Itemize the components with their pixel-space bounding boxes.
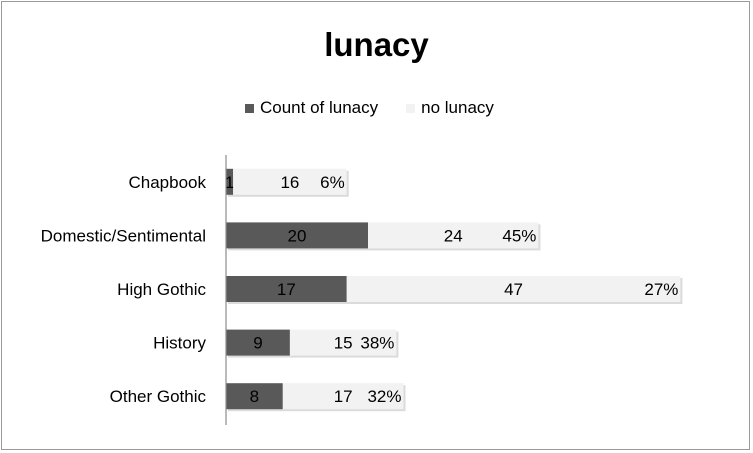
- category-label-high-gothic: High Gothic: [117, 280, 206, 299]
- legend-item-no-lunacy: no lunacy: [406, 98, 494, 118]
- percent-label-history: 38%: [360, 334, 394, 353]
- category-label-other-gothic: Other Gothic: [110, 387, 207, 406]
- data-label-no-lunacy-high-gothic: 47: [504, 280, 523, 299]
- percent-label-domestic-sentimental: 45%: [502, 226, 536, 245]
- bar-count-of-lunacy-chapbook: [226, 168, 234, 195]
- chart-legend: Count of lunacy no lunacy: [245, 97, 522, 119]
- percent-label-other-gothic: 32%: [367, 387, 401, 406]
- bar-no-lunacy-high-gothic: [346, 276, 681, 302]
- data-label-count-of-lunacy-domestic-sentimental: 20: [288, 226, 307, 245]
- category-label-domestic-sentimental: Domestic/Sentimental: [41, 226, 206, 245]
- percent-label-chapbook: 6%: [320, 173, 345, 192]
- data-label-count-of-lunacy-high-gothic: 17: [277, 280, 296, 299]
- data-label-no-lunacy-other-gothic: 17: [334, 387, 353, 406]
- data-label-no-lunacy-history: 15: [334, 334, 353, 353]
- bar-no-lunacy-other-gothic: [282, 383, 404, 410]
- category-label-history: History: [153, 334, 206, 353]
- data-label-count-of-lunacy-history: 9: [253, 334, 262, 353]
- chart-title: lunacy: [324, 26, 429, 63]
- bar-no-lunacy-domestic-sentimental: [368, 222, 539, 249]
- bar-no-lunacy-chapbook: [233, 168, 347, 195]
- category-label-chapbook: Chapbook: [128, 173, 206, 192]
- bar-count-of-lunacy-domestic-sentimental: [226, 222, 368, 249]
- legend-label-no-lunacy: no lunacy: [421, 98, 494, 117]
- data-label-no-lunacy-domestic-sentimental: 24: [444, 226, 463, 245]
- legend-swatch-count-of-lunacy: [245, 103, 254, 113]
- data-label-count-of-lunacy-other-gothic: 8: [250, 387, 259, 406]
- bar-no-lunacy-history: [289, 329, 397, 356]
- data-label-no-lunacy-chapbook: 16: [280, 173, 299, 192]
- percent-label-high-gothic: 27%: [644, 280, 678, 299]
- data-label-count-of-lunacy-chapbook: 1: [225, 173, 234, 192]
- bar-count-of-lunacy-history: [226, 329, 290, 356]
- bar-count-of-lunacy-other-gothic: [226, 383, 283, 410]
- bar-count-of-lunacy-high-gothic: [226, 276, 347, 302]
- legend-label-count-of-lunacy: Count of lunacy: [260, 98, 379, 117]
- legend-swatch-no-lunacy: [406, 103, 416, 113]
- legend-item-count-of-lunacy: Count of lunacy: [245, 98, 378, 118]
